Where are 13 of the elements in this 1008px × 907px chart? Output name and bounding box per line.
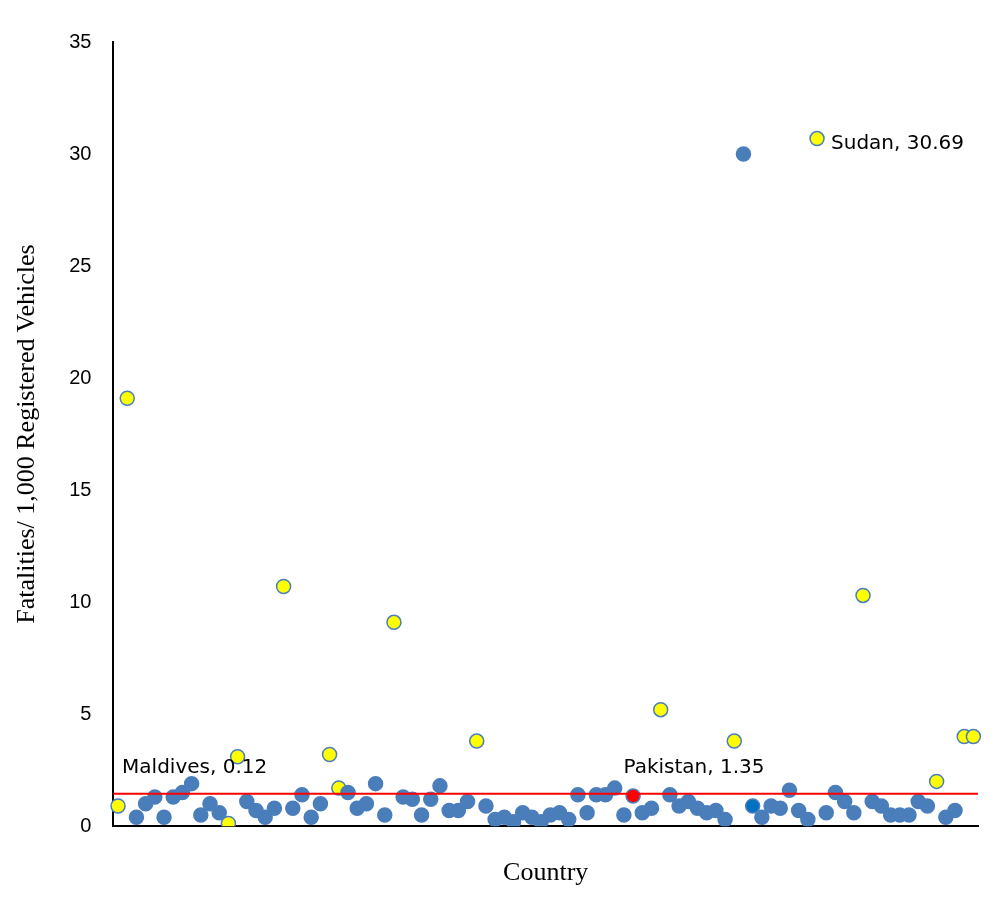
- annotation: Maldives, 0.12: [122, 753, 268, 778]
- y-tick-label: 0: [80, 813, 92, 836]
- y-tick-label: 20: [69, 365, 92, 388]
- y-tick-label: 5: [80, 701, 92, 724]
- y-tick-label: 25: [69, 253, 92, 276]
- y-tick-label: 15: [69, 477, 92, 500]
- annotation: Sudan, 30.69: [831, 130, 964, 155]
- annotation: Pakistan, 1.35: [623, 753, 765, 778]
- x-axis-title: Country: [503, 857, 589, 887]
- y-tick-label: 35: [69, 29, 92, 52]
- y-axis-title: Fatalities/ 1,000 Registered Vehicles: [11, 244, 41, 624]
- y-tick-label: 30: [69, 141, 92, 164]
- y-tick-label: 10: [69, 589, 92, 612]
